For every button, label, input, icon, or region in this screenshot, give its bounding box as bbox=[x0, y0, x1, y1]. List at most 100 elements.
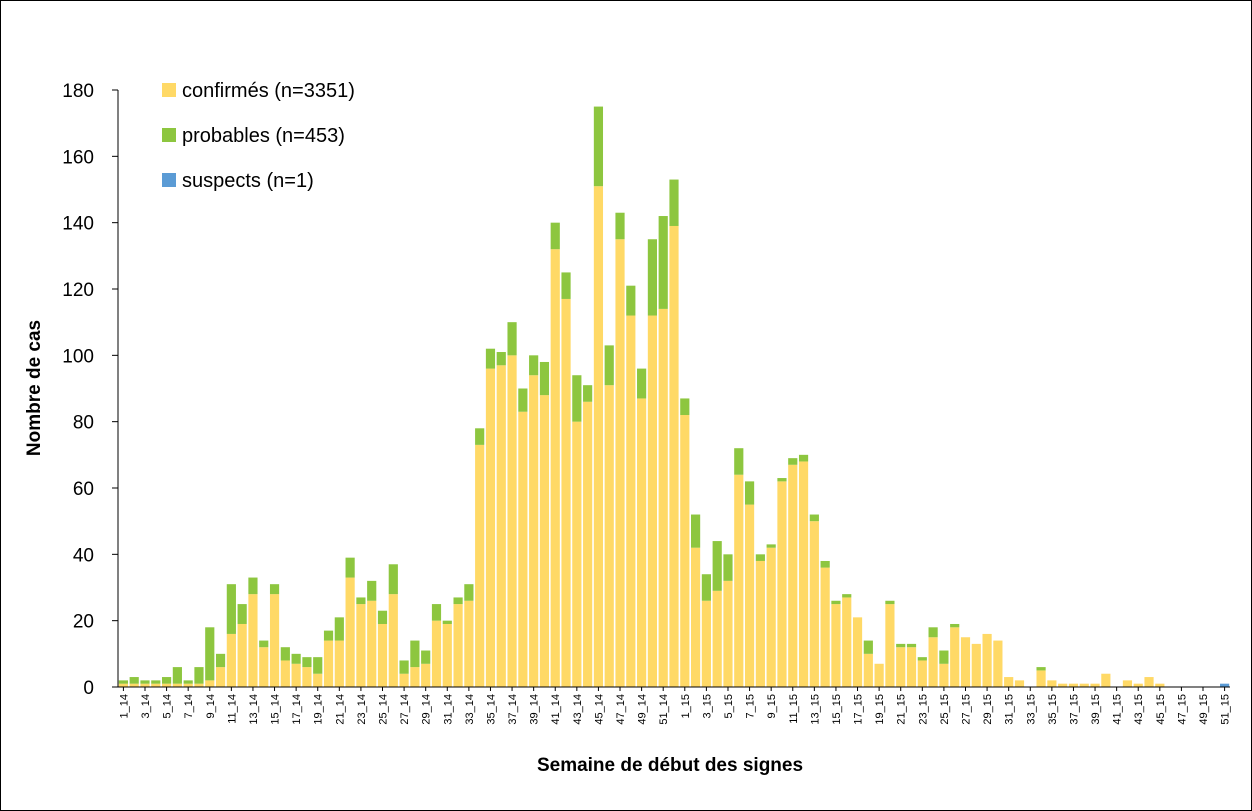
legend-label-2: probables (n=453) bbox=[182, 125, 345, 147]
y-tick-label: 80 bbox=[73, 413, 94, 434]
bar-segment-1-18_14 bbox=[302, 667, 312, 687]
x-tick-label: 21_14 bbox=[334, 694, 346, 725]
bar-segment-1-23_14 bbox=[356, 604, 366, 687]
x-tick-label: 1_15 bbox=[680, 694, 692, 718]
bar-segment-1-9_14 bbox=[205, 680, 215, 687]
y-tick-label: 120 bbox=[62, 280, 94, 301]
bar-segment-2-5_14 bbox=[161, 677, 172, 684]
legend-swatch-2 bbox=[162, 128, 176, 142]
bar-segment-2-41_14 bbox=[550, 222, 560, 250]
x-tick-label: 31_14 bbox=[442, 694, 454, 725]
x-tick-label: 25_15 bbox=[939, 694, 951, 725]
x-tick-label: 7_15 bbox=[745, 694, 757, 718]
bar-segment-1-11_15 bbox=[788, 464, 798, 687]
bar-segment-1-20_15 bbox=[885, 604, 895, 687]
legend: confirmés (n=3351) probables (n=453) suspe… bbox=[162, 80, 355, 192]
bar-segment-2-30_14 bbox=[431, 604, 442, 621]
x-tick-label: 39_14 bbox=[529, 694, 541, 725]
y-tick-label: 60 bbox=[73, 479, 94, 500]
axes-layer bbox=[117, 90, 1230, 688]
bar-segment-2-15_14 bbox=[269, 584, 280, 595]
bar-segment-1-43_14 bbox=[572, 421, 582, 687]
legend-swatch-1 bbox=[162, 83, 176, 97]
bar-segment-2-10_15 bbox=[777, 478, 787, 482]
x-tick-label: 3_15 bbox=[701, 694, 713, 718]
bar-segment-2-22_14 bbox=[345, 557, 355, 578]
x-tick-label: 11_14 bbox=[226, 694, 238, 724]
bar-segment-2-10_14 bbox=[215, 653, 226, 668]
bar-segment-1-40_15 bbox=[1101, 673, 1111, 687]
x-tick-label: 35_15 bbox=[1047, 694, 1059, 725]
bars-layer bbox=[118, 106, 1230, 688]
x-tick-label: 9_14 bbox=[205, 694, 217, 718]
x-tick-label: 3_14 bbox=[140, 694, 152, 718]
x-tick-label: 33_14 bbox=[464, 694, 476, 725]
bar-segment-3-51_15 bbox=[1220, 683, 1230, 687]
x-tick-label: 51_14 bbox=[658, 694, 670, 725]
bar-segment-1-7_14 bbox=[183, 683, 193, 687]
bar-segment-1-4_14 bbox=[151, 683, 161, 687]
bar-segment-2-8_15 bbox=[755, 554, 765, 561]
x-tick-label: 23_14 bbox=[356, 694, 368, 725]
bar-segment-2-3_14 bbox=[140, 680, 150, 684]
bar-segment-2-49_14 bbox=[637, 368, 647, 399]
bar-segment-2-38_14 bbox=[518, 388, 528, 412]
bar-segment-1-32_15 bbox=[1014, 680, 1025, 687]
x-tick-label: 13_15 bbox=[809, 694, 821, 725]
bar-segment-2-7_14 bbox=[183, 680, 193, 684]
x-tick-label: 5_15 bbox=[723, 694, 735, 718]
bar-segment-2-44_14 bbox=[583, 385, 593, 402]
bar-segment-2-5_15 bbox=[723, 554, 733, 581]
x-tick-label: 1_14 bbox=[118, 694, 130, 718]
bar-segment-1-24_14 bbox=[367, 600, 377, 687]
bar-segment-1-52_14 bbox=[669, 225, 679, 688]
bar-segment-2-42_14 bbox=[561, 272, 571, 299]
bar-segment-2-43_14 bbox=[572, 375, 582, 422]
bar-segment-2-39_14 bbox=[529, 355, 539, 376]
bar-segment-2-9_15 bbox=[766, 544, 776, 548]
bar-segment-2-35_14 bbox=[485, 348, 496, 369]
bar-segment-1-42_15 bbox=[1122, 680, 1133, 687]
bar-segment-2-23_14 bbox=[356, 597, 366, 605]
bar-segment-2-25_14 bbox=[377, 610, 388, 624]
x-tick-label: 43_15 bbox=[1133, 694, 1145, 725]
x-tick-label: 37_15 bbox=[1068, 694, 1080, 725]
bar-segment-1-15_15 bbox=[831, 604, 841, 687]
bar-segment-1-12_14 bbox=[237, 623, 247, 687]
x-tick-label: 29_15 bbox=[982, 694, 994, 725]
bar-segment-1-44_15 bbox=[1144, 677, 1154, 687]
bar-segment-1-13_15 bbox=[809, 521, 819, 687]
bar-segment-2-4_14 bbox=[151, 680, 161, 684]
bar-segment-1-14_14 bbox=[259, 647, 269, 687]
x-tick-label: 41_15 bbox=[1112, 694, 1124, 725]
x-tick-label: 19_15 bbox=[874, 694, 886, 725]
bar-segment-2-7_15 bbox=[744, 481, 755, 505]
y-tick-label: 20 bbox=[73, 612, 94, 633]
bar-segment-1-39_15 bbox=[1090, 683, 1100, 687]
bar-segment-1-26_14 bbox=[388, 594, 398, 687]
bar-segment-2-51_14 bbox=[658, 216, 668, 309]
y-tick-label: 180 bbox=[62, 81, 94, 102]
bar-segment-1-35_14 bbox=[485, 368, 496, 687]
x-tick-label: 41_14 bbox=[550, 694, 562, 725]
bar-segment-2-52_14 bbox=[669, 179, 679, 226]
bar-segment-2-18_15 bbox=[863, 640, 873, 654]
bar-segment-2-2_14 bbox=[129, 677, 139, 684]
bar-segment-1-13_14 bbox=[248, 594, 258, 687]
x-axis-title: Semaine de début des signes bbox=[537, 755, 803, 776]
bar-segment-1-38_15 bbox=[1079, 683, 1089, 687]
bar-segment-2-20_14 bbox=[323, 630, 334, 641]
bar-segment-2-48_14 bbox=[626, 285, 636, 316]
bar-segment-2-31_14 bbox=[442, 620, 452, 624]
bar-segment-2-34_15 bbox=[1036, 667, 1046, 671]
bar-segment-1-24_15 bbox=[928, 637, 938, 687]
bar-segment-1-45_15 bbox=[1155, 683, 1165, 687]
bar-segment-1-12_15 bbox=[798, 461, 809, 687]
bar-segment-1-43_15 bbox=[1133, 683, 1143, 687]
bar-segment-2-46_14 bbox=[604, 345, 614, 386]
bar-segment-2-6_14 bbox=[172, 667, 182, 684]
bar-segment-1-20_14 bbox=[323, 640, 334, 687]
bar-segment-2-19_14 bbox=[313, 657, 323, 674]
bar-segment-2-34_14 bbox=[475, 428, 485, 445]
